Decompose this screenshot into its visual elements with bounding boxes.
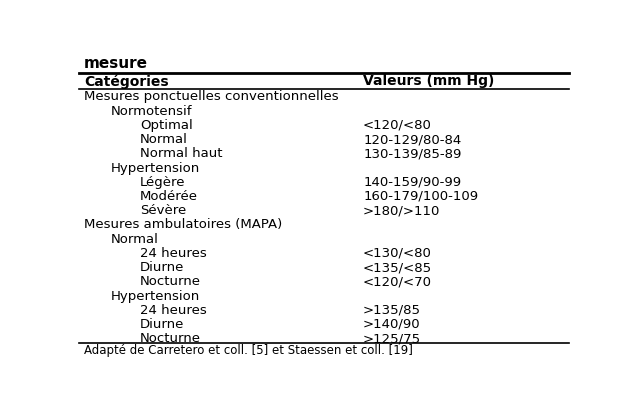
Text: <130/<80: <130/<80 — [363, 247, 432, 260]
Text: Optimal: Optimal — [140, 119, 193, 132]
Text: <120/<80: <120/<80 — [363, 119, 432, 132]
Text: 130-139/85-89: 130-139/85-89 — [363, 147, 461, 160]
Text: Normal: Normal — [140, 133, 188, 146]
Text: Légère: Légère — [140, 176, 186, 189]
Text: Nocturne: Nocturne — [140, 332, 201, 345]
Text: Hypertension: Hypertension — [111, 290, 200, 303]
Text: >135/85: >135/85 — [363, 304, 421, 317]
Text: Valeurs (mm Hg): Valeurs (mm Hg) — [363, 74, 494, 88]
Text: Sévère: Sévère — [140, 204, 186, 217]
Text: Mesures ambulatoires (MAPA): Mesures ambulatoires (MAPA) — [84, 219, 282, 231]
Text: 160-179/100-109: 160-179/100-109 — [363, 190, 478, 203]
Text: Adapté de Carretero et coll. [5] et Staessen et coll. [19]: Adapté de Carretero et coll. [5] et Stae… — [84, 344, 413, 357]
Text: Normotensif: Normotensif — [111, 105, 192, 118]
Text: 140-159/90-99: 140-159/90-99 — [363, 176, 461, 189]
Text: Catégories: Catégories — [84, 74, 169, 88]
Text: >140/90: >140/90 — [363, 318, 421, 331]
Text: 24 heures: 24 heures — [140, 247, 207, 260]
Text: Normal: Normal — [111, 233, 159, 246]
Text: >180/>110: >180/>110 — [363, 204, 441, 217]
Text: Normal haut: Normal haut — [140, 147, 222, 160]
Text: Hypertension: Hypertension — [111, 162, 200, 174]
Text: Nocturne: Nocturne — [140, 275, 201, 288]
Text: 120-129/80-84: 120-129/80-84 — [363, 133, 461, 146]
Text: Mesures ponctuelles conventionnelles: Mesures ponctuelles conventionnelles — [84, 90, 339, 103]
Text: mesure: mesure — [84, 56, 148, 71]
Text: Diurne: Diurne — [140, 318, 185, 331]
Text: Modérée: Modérée — [140, 190, 198, 203]
Text: >125/75: >125/75 — [363, 332, 421, 345]
Text: 24 heures: 24 heures — [140, 304, 207, 317]
Text: <120/<70: <120/<70 — [363, 275, 432, 288]
Text: <135/<85: <135/<85 — [363, 261, 432, 274]
Text: Diurne: Diurne — [140, 261, 185, 274]
